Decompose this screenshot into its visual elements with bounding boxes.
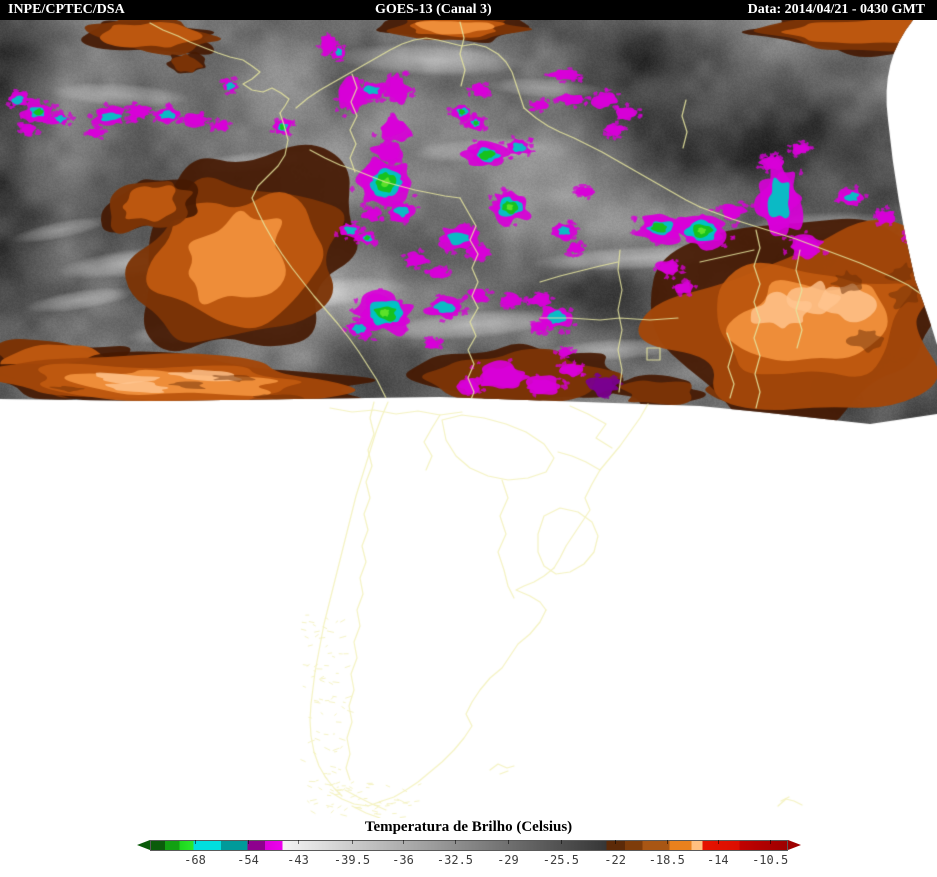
colorbar-tick	[247, 840, 249, 844]
colorbar-tick-label: -43	[287, 853, 309, 867]
satellite-channel-label: GOES-13 (Canal 3)	[375, 2, 492, 17]
colorbar-tick-label: -14	[706, 853, 729, 867]
colorbar-tick-label: -18.5	[648, 853, 685, 867]
colorbar-right-arrow	[788, 840, 801, 850]
colorbar-tick	[507, 840, 509, 844]
colorbar-tick	[298, 840, 300, 844]
colorbar-tick-label: -68	[184, 853, 206, 867]
colorbar-bar	[150, 840, 788, 851]
colorbar-tick-label: -22	[604, 853, 626, 867]
colorbar-tick	[770, 840, 772, 844]
colorbar-tick-label: -54	[237, 853, 259, 867]
colorbar-title: Temperatura de Brilho (Celsius)	[364, 819, 573, 835]
colorbar-tick	[351, 840, 353, 844]
colorbar-tick	[717, 840, 719, 844]
colorbar-tick-label: -36	[392, 853, 414, 867]
colorbar-tick	[454, 840, 456, 844]
colorbar-tick	[194, 840, 196, 844]
date-time-label: Data: 2014/04/21 - 0430 GMT	[747, 2, 925, 17]
colorbar-left-arrow	[137, 840, 150, 850]
colorbar-tick-label: -32.5	[436, 853, 474, 867]
satellite-map	[0, 20, 937, 818]
agency-label: INPE/CPTEC/DSA	[8, 2, 125, 17]
colorbar-tick-label: -29	[497, 853, 519, 867]
colorbar: Temperatura de Brilho (Celsius) -68 -54 -4…	[0, 818, 937, 877]
colorbar-tick	[403, 840, 405, 844]
colorbar-tick	[666, 840, 668, 844]
title-bar: INPE/CPTEC/DSA GOES-13 (Canal 3) Data: 2…	[0, 0, 937, 20]
colorbar-tick-label: -25.5	[542, 853, 579, 867]
colorbar-tick-label: -10.5	[752, 853, 789, 867]
colorbar-tick	[615, 840, 617, 844]
colorbar-tick	[560, 840, 562, 844]
colorbar-tick-label: -39.5	[333, 853, 371, 867]
